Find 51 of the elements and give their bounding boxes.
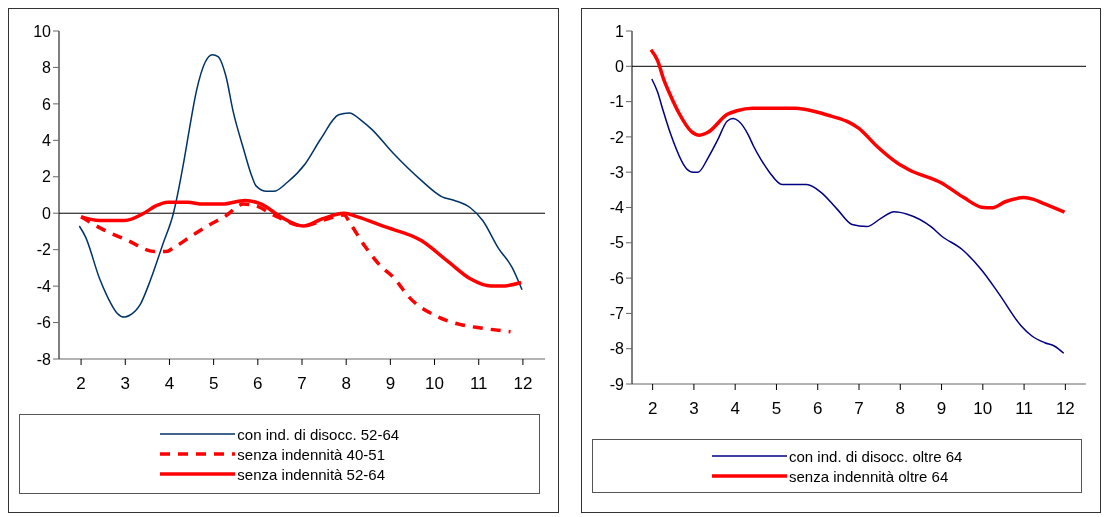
y-tick-label: -4: [36, 277, 52, 295]
y-tick-label: 1: [615, 22, 625, 40]
x-tick-label: 8: [341, 374, 351, 394]
y-tick-label: 8: [42, 59, 52, 77]
x-tick-label: 11: [1015, 399, 1034, 419]
legend-label: con ind. di disocc. 52-64: [237, 425, 400, 443]
legend-label: senza indennità 40-51: [237, 445, 385, 463]
y-tick-label: -5: [610, 234, 625, 252]
x-tick-label: 5: [208, 374, 219, 394]
x-tick-label: 12: [1056, 399, 1076, 419]
y-tick-label: 10: [33, 22, 52, 40]
x-tick-label: 2: [648, 399, 658, 419]
x-tick-label: 8: [896, 399, 906, 419]
y-tick-label: -2: [36, 241, 52, 259]
x-tick-label: 3: [120, 374, 131, 394]
y-tick-label: -7: [610, 305, 625, 323]
x-tick-label: 10: [425, 374, 445, 394]
y-tick-label: 0: [615, 57, 625, 75]
x-tick-label: 9: [937, 399, 947, 419]
y-tick-label: 4: [42, 132, 52, 150]
y-tick-label: 6: [42, 95, 52, 113]
legend-label: senza indennità oltre 64: [789, 467, 949, 485]
x-tick-label: 11: [469, 374, 488, 394]
y-tick-label: -6: [610, 269, 625, 287]
y-tick-label: -6: [36, 314, 52, 332]
y-tick-label: 2: [42, 168, 52, 186]
x-tick-label: 4: [730, 399, 741, 419]
x-tick-label: 6: [813, 399, 823, 419]
x-tick-label: 4: [164, 374, 175, 394]
y-tick-label: -3: [610, 163, 625, 181]
y-tick-label: 0: [42, 204, 52, 222]
y-tick-label: -4: [610, 199, 625, 217]
y-tick-label: -2: [610, 128, 625, 146]
y-tick-label: -8: [610, 340, 625, 358]
x-tick-label: 3: [689, 399, 700, 419]
line-series: [649, 47, 1067, 214]
x-tick-label: 7: [297, 374, 307, 394]
y-tick-label: -9: [610, 375, 625, 393]
line-series: [651, 78, 1065, 355]
line-series: [78, 53, 523, 318]
y-tick-label: -8: [36, 350, 52, 368]
y-tick-label: -1: [610, 93, 625, 111]
x-tick-label: 5: [772, 399, 782, 419]
x-tick-label: 7: [854, 399, 865, 419]
legend-label: senza indennità 52-64: [237, 465, 385, 483]
x-tick-label: 9: [385, 374, 396, 394]
x-tick-label: 10: [973, 399, 993, 419]
x-tick-label: 12: [513, 374, 533, 394]
x-tick-label: 6: [253, 374, 263, 394]
legend-label: con ind. di disocc. oltre 64: [789, 447, 963, 465]
x-tick-label: 2: [76, 374, 86, 394]
